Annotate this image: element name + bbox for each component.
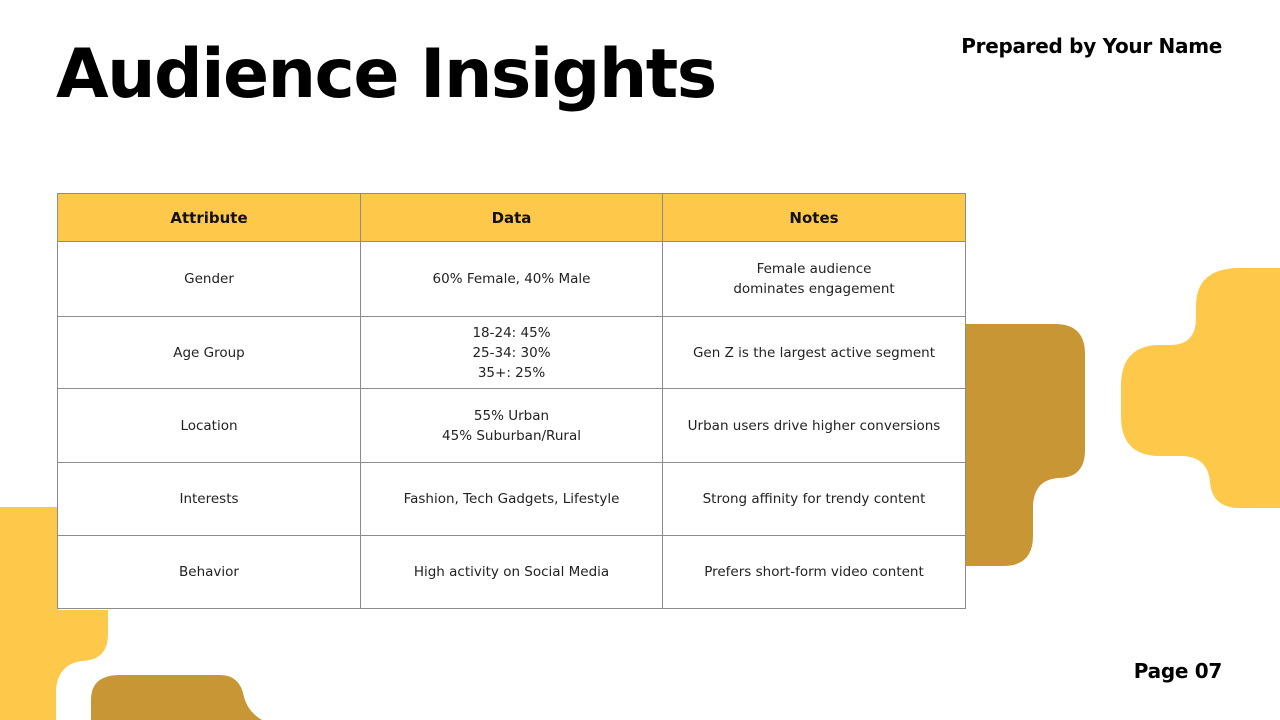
gold-blob-right (955, 324, 1085, 566)
cell-data: 55% Urban 45% Suburban/Rural (360, 388, 663, 463)
cell-data: 18-24: 45% 25-34: 30% 35+: 25% (360, 316, 663, 389)
table-row-behavior: Behavior High activity on Social Media P… (57, 535, 966, 609)
audience-insights-table: Attribute Data Notes Gender 60% Female, … (57, 193, 966, 609)
cell-notes-line: Gen Z is the largest active segment (692, 344, 936, 361)
cell-notes-line: dominates engagement (733, 281, 895, 297)
cell-attribute: Location (57, 388, 361, 463)
cell-data-line: 55% Urban (473, 407, 550, 424)
cell-data: 60% Female, 40% Male (360, 241, 663, 317)
cell-notes-line: Female audience (756, 261, 872, 277)
header-notes: Notes (662, 193, 966, 242)
cell-data-line: Fashion, Tech Gadgets, Lifestyle (403, 491, 620, 507)
gold-blob-bottom (91, 675, 262, 720)
cell-attribute: Behavior (57, 535, 361, 609)
cell-attribute: Interests (57, 462, 361, 536)
cell-data-line: 18-24: 45% (472, 324, 551, 341)
page-number: Page 07 (1133, 659, 1223, 683)
cell-data: High activity on Social Media (360, 535, 663, 609)
yellow-blob-right (1121, 268, 1280, 508)
table-row-gender: Gender 60% Female, 40% Male Female audie… (57, 241, 966, 317)
table-row-age-group: Age Group 18-24: 45% 25-34: 30% 35+: 25%… (57, 316, 966, 389)
cell-data-line: High activity on Social Media (413, 564, 610, 580)
cell-data-line: 45% Suburban/Rural (442, 427, 581, 444)
page-title: Audience Insights (56, 35, 717, 114)
prepared-by: Prepared by Your Name (961, 34, 1222, 58)
table-row-interests: Interests Fashion, Tech Gadgets, Lifesty… (57, 462, 966, 536)
cell-attribute: Age Group (57, 316, 361, 389)
cell-data-line: 60% Female, 40% Male (432, 271, 591, 287)
table-row-location: Location 55% Urban 45% Suburban/Rural Ur… (57, 388, 966, 463)
table-header-row: Attribute Data Notes (57, 193, 966, 242)
header-attribute: Attribute (57, 193, 361, 242)
cell-notes: Gen Z is the largest active segment (662, 316, 966, 389)
cell-attribute: Gender (57, 241, 361, 317)
cell-data-line: 35+: 25% (477, 364, 546, 381)
cell-notes: Strong affinity for trendy content (662, 462, 966, 536)
cell-notes-line: Strong affinity for trendy content (702, 491, 926, 507)
cell-notes-line: Prefers short-form video content (704, 564, 924, 580)
cell-data-line: 25-34: 30% (472, 344, 551, 361)
header-data: Data (360, 193, 663, 242)
cell-notes: Urban users drive higher conversions (662, 388, 966, 463)
cell-data: Fashion, Tech Gadgets, Lifestyle (360, 462, 663, 536)
cell-notes: Prefers short-form video content (662, 535, 966, 609)
cell-notes: Female audience dominates engagement (662, 241, 966, 317)
yellow-blob-left (0, 507, 108, 720)
cell-notes-line: Urban users drive higher conversions (687, 417, 941, 434)
